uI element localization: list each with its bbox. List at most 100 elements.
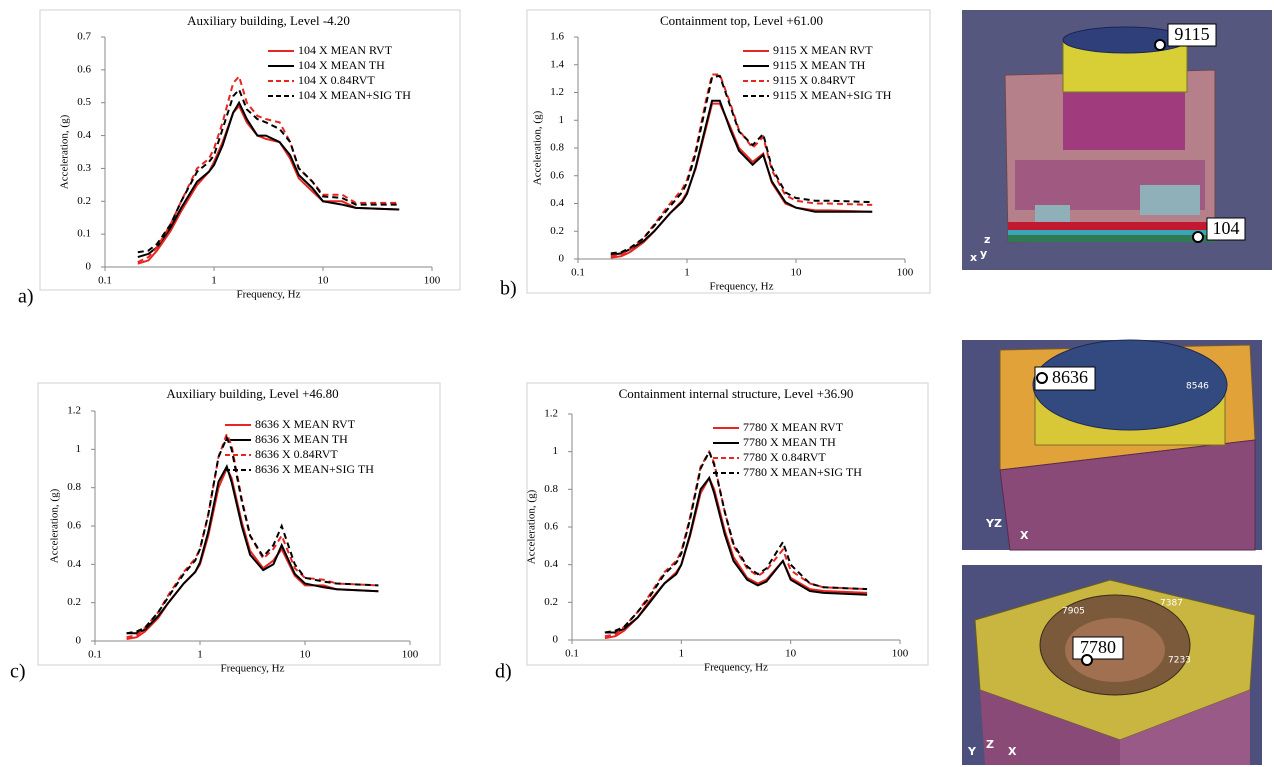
x-tick-label: 1 — [197, 649, 203, 661]
y-tick-label: 1.2 — [67, 405, 81, 417]
x-axis-label: Frequency, Hz — [704, 662, 768, 674]
x-tick-label: 10 — [318, 275, 330, 287]
panel-label: c) — [10, 661, 26, 683]
y-tick-label: 0.7 — [77, 31, 91, 43]
y-tick-label: 1.2 — [550, 86, 564, 98]
panel — [1063, 90, 1185, 150]
chart: Auxiliary building, Level +46.80c)00.20.… — [10, 383, 440, 683]
axis-triad: y — [980, 247, 987, 260]
legend-label: 104 X MEAN TH — [298, 58, 385, 72]
model-image: 7905 7387 7780 7233 Y Z X — [962, 565, 1262, 765]
y-tick-label: 1.2 — [544, 408, 558, 420]
legend-label: 9115 X MEAN TH — [773, 58, 866, 72]
x-tick-label: 1 — [684, 267, 690, 279]
y-axis-label: Acceleration, (g) — [532, 110, 544, 185]
legend-label: 7780 X MEAN+SIG TH — [743, 465, 862, 479]
chart: Containment internal structure, Level +3… — [495, 383, 928, 683]
x-tick-label: 10 — [300, 649, 312, 661]
x-axis-label: Frequency, Hz — [709, 281, 773, 293]
node-label: 9115 — [1174, 24, 1209, 44]
x-tick-label: 0.1 — [88, 649, 102, 661]
x-tick-label: 10 — [785, 648, 797, 660]
y-tick-label: 1 — [553, 445, 559, 457]
x-tick-label: 0.1 — [571, 267, 585, 279]
y-tick-label: 0.4 — [77, 129, 91, 141]
model-image: 8636 8546 YZ X — [962, 340, 1262, 550]
legend-label: 104 X 0.84RVT — [298, 73, 375, 87]
y-axis-label: Acceleration, (g) — [49, 488, 61, 563]
y-tick-label: 1.6 — [550, 31, 564, 43]
y-tick-label: 0 — [86, 261, 92, 273]
y-tick-label: 0.1 — [77, 228, 91, 240]
axis-triad: z — [984, 233, 990, 246]
x-tick-label: 0.1 — [98, 275, 112, 287]
y-tick-label: 0.8 — [550, 142, 564, 154]
x-tick-label: 100 — [402, 649, 419, 661]
y-tick-label: 0.4 — [544, 558, 558, 570]
x-axis-label: Frequency, Hz — [220, 663, 284, 675]
axis-triad: X — [1020, 529, 1029, 542]
x-axis-label: Frequency, Hz — [236, 289, 300, 301]
x-tick-label: 0.1 — [565, 648, 579, 660]
legend-label: 8636 X 0.84RVT — [255, 447, 338, 461]
band — [1008, 230, 1215, 235]
axis-triad: Z — [986, 738, 994, 751]
y-tick-label: 0.4 — [550, 197, 564, 209]
y-tick-label: 0.6 — [77, 63, 91, 75]
node-marker — [1193, 232, 1203, 242]
chart-title: Containment top, Level +61.00 — [660, 13, 823, 28]
y-tick-label: 0.3 — [77, 162, 91, 174]
chart-title: Auxiliary building, Level +46.80 — [166, 386, 338, 401]
panel-label: b) — [500, 278, 517, 300]
y-tick-label: 1 — [76, 443, 82, 455]
y-tick-label: 0 — [559, 253, 565, 265]
legend-label: 7780 X MEAN TH — [743, 435, 836, 449]
legend-label: 8636 X MEAN TH — [255, 432, 348, 446]
node-label: 8636 — [1052, 367, 1088, 387]
model-image: 9115 104 x y z — [962, 10, 1272, 270]
y-tick-label: 0.6 — [67, 520, 81, 532]
legend-label: 9115 X MEAN+SIG TH — [773, 88, 892, 102]
legend-label: 104 X MEAN RVT — [298, 43, 393, 57]
node-label: 7780 — [1080, 637, 1116, 657]
x-tick-label: 1 — [679, 648, 685, 660]
y-tick-label: 0.8 — [544, 483, 558, 495]
x-tick-label: 100 — [892, 648, 909, 660]
y-tick-label: 0.2 — [544, 596, 558, 608]
chart-frame — [40, 10, 460, 290]
axis-triad: Y — [967, 745, 977, 758]
y-axis-label: Acceleration, (g) — [59, 114, 71, 189]
legend-label: 104 X MEAN+SIG TH — [298, 88, 411, 102]
y-tick-label: 1 — [559, 114, 565, 126]
legend-label: 7780 X MEAN RVT — [743, 420, 844, 434]
panel — [1140, 185, 1200, 215]
node-label: 7387 — [1160, 599, 1183, 609]
chart-title: Auxiliary building, Level -4.20 — [187, 13, 350, 28]
axis-triad: x — [970, 251, 977, 264]
legend-label: 9115 X 0.84RVT — [773, 73, 856, 87]
chart-title: Containment internal structure, Level +3… — [619, 386, 854, 401]
panel-label: d) — [495, 661, 512, 683]
x-tick-label: 100 — [897, 267, 914, 279]
x-tick-label: 100 — [424, 275, 441, 287]
axis-triad: YZ — [985, 517, 1002, 530]
band — [1008, 222, 1215, 230]
y-tick-label: 0 — [553, 634, 559, 646]
legend-label: 7780 X 0.84RVT — [743, 450, 826, 464]
y-tick-label: 0 — [76, 635, 82, 647]
node-label: 7233 — [1168, 656, 1191, 666]
panel-label: a) — [18, 286, 34, 308]
chart: Containment top, Level +61.00 b) 0 0.2 0.4 0.… — [500, 10, 930, 300]
figure: 9115 104 x y z 8636 8546 YZ X 7905 7387 … — [0, 0, 1274, 767]
y-tick-label: 0.8 — [67, 481, 81, 493]
y-tick-label: 0.6 — [544, 521, 558, 533]
chart: Auxiliary building, Level -4.20a)00.10.2… — [18, 10, 460, 308]
x-tick-label: 10 — [791, 267, 803, 279]
y-tick-label: 1.4 — [550, 58, 564, 70]
y-tick-label: 0.6 — [550, 169, 564, 181]
axis-triad: X — [1008, 745, 1017, 758]
legend-label: 8636 X MEAN RVT — [255, 417, 356, 431]
y-axis-label: Acceleration, (g) — [526, 489, 538, 564]
legend-label: 8636 X MEAN+SIG TH — [255, 462, 374, 476]
y-tick-label: 0.2 — [550, 225, 564, 237]
